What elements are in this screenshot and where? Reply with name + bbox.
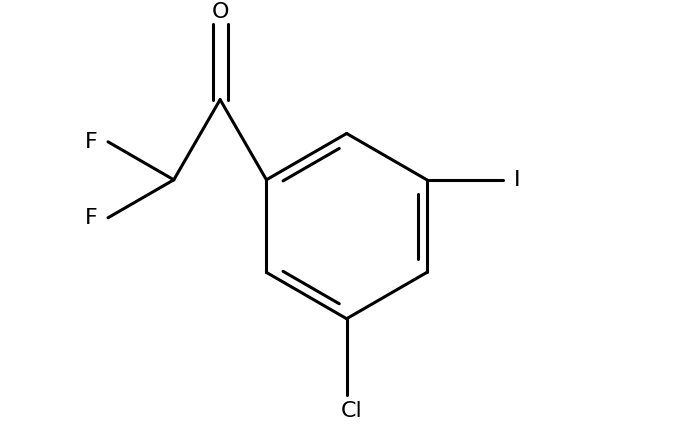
Text: O: O: [211, 2, 229, 21]
Text: Cl: Cl: [341, 401, 362, 421]
Text: I: I: [514, 170, 521, 190]
Text: F: F: [85, 132, 98, 152]
Text: F: F: [85, 208, 98, 228]
